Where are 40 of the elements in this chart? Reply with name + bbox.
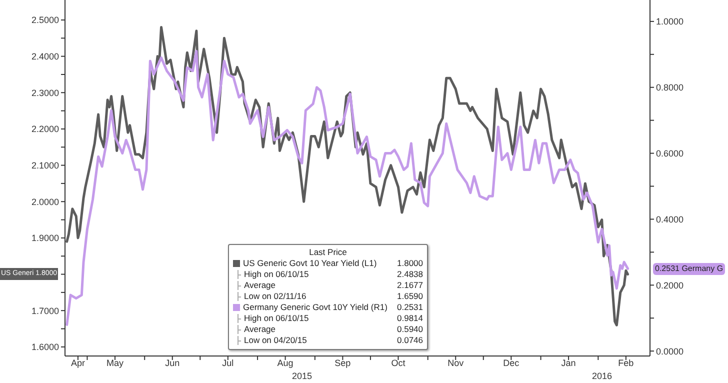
legend-label: US Generic Govt 10 Year Yield (L1) bbox=[242, 258, 377, 269]
y-tick-label: 2.5000 bbox=[31, 15, 59, 26]
y2-tick-label: 0.4000 bbox=[656, 214, 684, 224]
x-tick-label: Jun bbox=[165, 358, 180, 368]
x-tick-label: Apr bbox=[70, 358, 85, 368]
x-tick-label: Feb bbox=[618, 358, 634, 368]
text: 0.2531 Germany G bbox=[653, 262, 726, 275]
legend-label: Germany Generic Govt 10Y Yield (R1) bbox=[242, 302, 388, 313]
y2-tick-label: 1.0000 bbox=[656, 16, 684, 27]
y-tick-label: 1.7000 bbox=[31, 306, 59, 316]
y2-tick-label: 0.8000 bbox=[656, 82, 684, 93]
x-tick-label: Dec bbox=[503, 358, 520, 368]
legend-title: Last Price bbox=[308, 247, 348, 258]
x-tick-label: Aug bbox=[277, 358, 294, 368]
y2-tick-label: 0.6000 bbox=[656, 148, 684, 158]
y2-tick-label: 0.0000 bbox=[656, 346, 684, 356]
text: Low on 04/20/15 0.0746 bbox=[244, 335, 423, 345]
x-tick-label: Nov bbox=[448, 358, 464, 368]
text: Low on 02/11/16 1.6590 bbox=[244, 291, 423, 301]
x-tick-label: Sep bbox=[334, 358, 351, 368]
y-tick-label: 2.1000 bbox=[31, 160, 59, 170]
text: Average 0.5940 bbox=[244, 324, 423, 334]
x-tick-label: May bbox=[106, 358, 124, 368]
y-tick-label: 2.0000 bbox=[31, 196, 59, 207]
text: High on 06/10/15 0.9814 bbox=[244, 313, 423, 323]
x-tick-label: Jan bbox=[561, 358, 576, 368]
annotation: 1.8000 bbox=[397, 258, 423, 269]
text: High on 06/10/15 2.4838 bbox=[244, 269, 423, 279]
x-tick-label: Jul bbox=[222, 358, 234, 368]
y-tick-label: 1.6000 bbox=[31, 342, 59, 352]
y2-tick-label: 0.2000 bbox=[656, 280, 684, 290]
y-tick-label: 2.3000 bbox=[31, 88, 59, 98]
y-tick-label: 2.4000 bbox=[31, 52, 59, 62]
text: Average 2.1677 bbox=[244, 280, 423, 290]
x-tick-label: Oct bbox=[391, 358, 406, 368]
text: 2015 bbox=[292, 371, 312, 381]
annotation: 0.2531 bbox=[397, 302, 423, 313]
y-tick-label: 2.2000 bbox=[31, 124, 59, 134]
text: 2016 bbox=[592, 371, 612, 381]
y-tick-label: 1.9000 bbox=[31, 233, 59, 244]
